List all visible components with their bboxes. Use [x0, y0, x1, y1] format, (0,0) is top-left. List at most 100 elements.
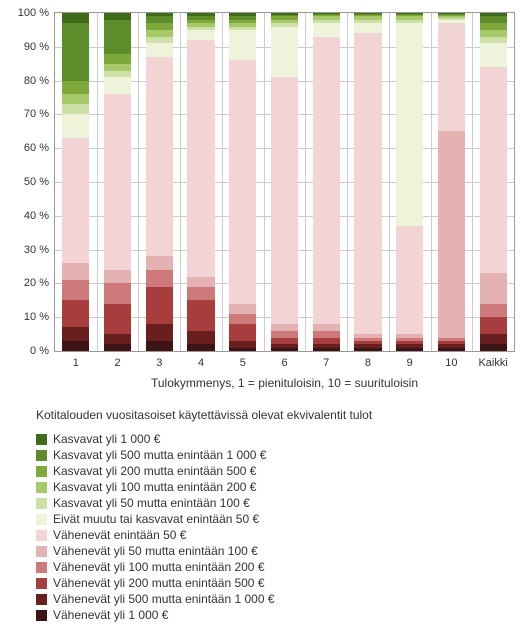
- bar-segment: [146, 16, 173, 23]
- bar-segment: [313, 23, 340, 37]
- bar-segment: [480, 37, 507, 44]
- bar-segment: [271, 77, 298, 324]
- gridline-v: [97, 13, 98, 351]
- legend-label: Vähenevät enintään 50 €: [53, 528, 186, 542]
- legend-item: Kasvavat yli 100 mutta enintään 200 €: [36, 480, 515, 494]
- legend-item: Vähenevät yli 500 mutta enintään 1 000 €: [36, 592, 515, 606]
- bar-segment: [146, 324, 173, 341]
- legend-item: Kasvavat yli 1 000 €: [36, 432, 515, 446]
- legend-swatch: [36, 514, 47, 525]
- bar-segment: [313, 331, 340, 338]
- legend-swatch: [36, 434, 47, 445]
- bar-segment: [229, 304, 256, 314]
- bar-segment: [62, 263, 89, 280]
- legend-label: Vähenevät yli 50 mutta enintään 100 €: [53, 544, 258, 558]
- bar-segment: [313, 324, 340, 331]
- plot-area: 0 %10 %20 %30 %40 %50 %60 %70 %80 %90 %1…: [54, 12, 515, 352]
- bar-segment: [354, 348, 381, 351]
- legend-item: Vähenevät yli 1 000 €: [36, 608, 515, 622]
- gridline-v: [180, 13, 181, 351]
- bar-segment: [104, 64, 131, 71]
- bar-segment: [438, 23, 465, 131]
- bar-segment: [104, 54, 131, 64]
- bar-segment: [480, 67, 507, 273]
- legend-item: Kasvavat yli 500 mutta enintään 1 000 €: [36, 448, 515, 462]
- legend-swatch: [36, 530, 47, 541]
- x-tick-label: 2: [115, 357, 121, 369]
- bar-segment: [62, 341, 89, 351]
- stacked-bar-chart: 0 %10 %20 %30 %40 %50 %60 %70 %80 %90 %1…: [8, 12, 515, 622]
- legend-item: Eivät muutu tai kasvavat enintään 50 €: [36, 512, 515, 526]
- legend-label: Kasvavat yli 500 mutta enintään 1 000 €: [53, 448, 266, 462]
- bar-segment: [313, 348, 340, 351]
- bar-segment: [104, 71, 131, 78]
- x-tick-label: 5: [240, 357, 246, 369]
- bar-column: [229, 13, 256, 351]
- legend-swatch: [36, 562, 47, 573]
- bar-segment: [146, 256, 173, 270]
- y-tick-label: 60 %: [9, 142, 49, 154]
- bar-segment: [396, 348, 423, 351]
- y-tick-label: 10 %: [9, 311, 49, 323]
- bar-segment: [146, 30, 173, 37]
- y-tick-label: 40 %: [9, 210, 49, 222]
- bar-segment: [104, 94, 131, 270]
- bar-segment: [396, 23, 423, 226]
- bar-segment: [480, 30, 507, 37]
- bar-segment: [480, 334, 507, 344]
- bar-segment: [187, 277, 214, 287]
- y-tick-label: 30 %: [9, 244, 49, 256]
- legend-swatch: [36, 482, 47, 493]
- legend-item: Kasvavat yli 50 mutta enintään 100 €: [36, 496, 515, 510]
- bar-segment: [187, 40, 214, 277]
- x-tick-label: 3: [156, 357, 162, 369]
- gridline-v: [138, 13, 139, 351]
- legend: Kasvavat yli 1 000 € Kasvavat yli 500 mut…: [36, 432, 515, 622]
- bar-segment: [62, 138, 89, 263]
- y-tick-label: 70 %: [9, 108, 49, 120]
- bar-segment: [104, 283, 131, 303]
- x-tick-label: 10: [445, 357, 457, 369]
- x-tick-label: 8: [365, 357, 371, 369]
- legend-label: Kasvavat yli 50 mutta enintään 100 €: [53, 496, 250, 510]
- legend-item: Vähenevät yli 100 mutta enintään 200 €: [36, 560, 515, 574]
- bar-segment: [62, 280, 89, 300]
- gridline-v: [222, 13, 223, 351]
- bar-column: [480, 13, 507, 351]
- gridline-v: [472, 13, 473, 351]
- bar-segment: [187, 300, 214, 330]
- bar-segment: [187, 344, 214, 351]
- bar-segment: [146, 287, 173, 324]
- bar-segment: [313, 338, 340, 345]
- bar-segment: [271, 348, 298, 351]
- legend-swatch: [36, 498, 47, 509]
- bar-segment: [229, 341, 256, 348]
- legend-swatch: [36, 578, 47, 589]
- bar-segment: [354, 23, 381, 33]
- legend-swatch: [36, 546, 47, 557]
- legend-label: Kasvavat yli 1 000 €: [53, 432, 160, 446]
- bar-segment: [62, 104, 89, 114]
- x-tick-label: 4: [198, 357, 204, 369]
- legend-swatch: [36, 594, 47, 605]
- bar-segment: [146, 43, 173, 57]
- bar-segment: [146, 23, 173, 30]
- bar-segment: [480, 16, 507, 23]
- bar-segment: [104, 270, 131, 284]
- x-tick-label: 1: [73, 357, 79, 369]
- legend-title: Kotitalouden vuositasoiset käytettävissä…: [36, 408, 515, 422]
- legend-swatch: [36, 450, 47, 461]
- bar-column: [354, 13, 381, 351]
- bar-segment: [229, 314, 256, 324]
- legend-item: Vähenevät enintään 50 €: [36, 528, 515, 542]
- y-tick-label: 20 %: [9, 277, 49, 289]
- legend-label: Vähenevät yli 200 mutta enintään 500 €: [53, 576, 265, 590]
- x-tick-label: 9: [407, 357, 413, 369]
- bar-segment: [480, 43, 507, 67]
- x-tick-label: 6: [281, 357, 287, 369]
- bar-segment: [187, 30, 214, 40]
- legend-label: Vähenevät yli 500 mutta enintään 1 000 €: [53, 592, 275, 606]
- y-tick-label: 100 %: [9, 7, 49, 19]
- bar-segment: [62, 81, 89, 95]
- bar-segment: [438, 131, 465, 337]
